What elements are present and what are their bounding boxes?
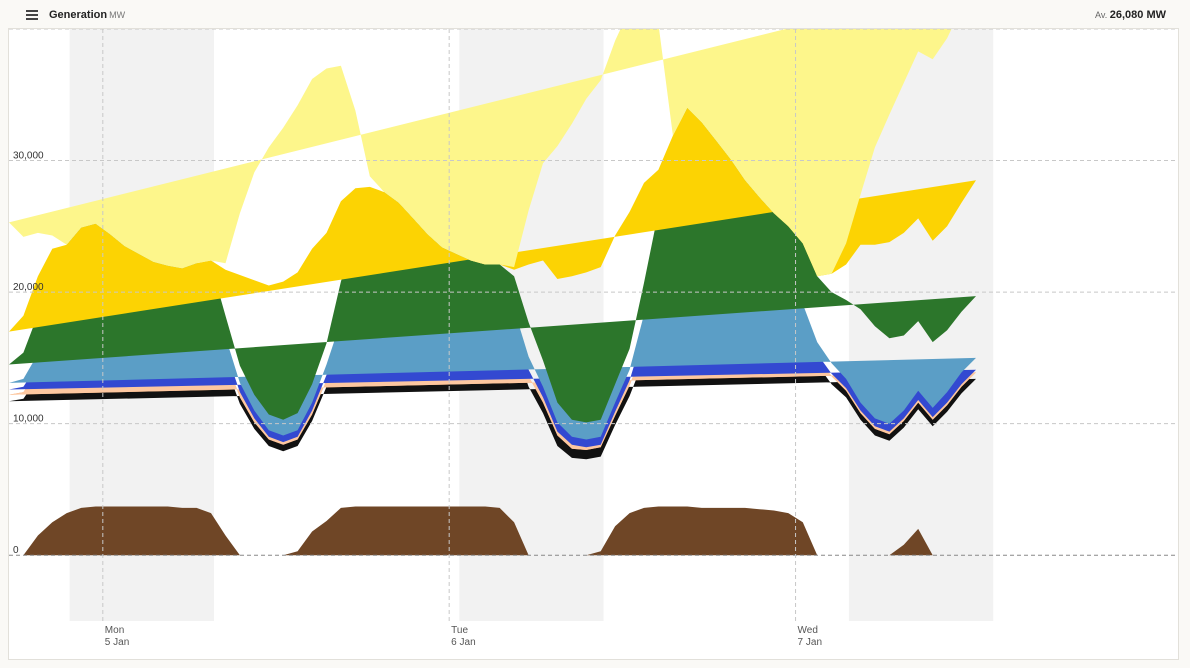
header: Generation MW Av. 26,080 MW (0, 0, 1190, 30)
average-value: 26,080 MW (1109, 9, 1166, 21)
series-area-8 (9, 0, 966, 277)
x-tick-date-0: 5 Jan (105, 637, 129, 648)
menu-icon[interactable] (26, 10, 38, 20)
average-prefix: Av. (1095, 10, 1108, 20)
unit-label: MW (109, 10, 126, 20)
x-tick-day-1: Tue (451, 625, 468, 636)
average-readout: Av. 26,080 MW (1095, 9, 1166, 21)
generation-chart[interactable]: 0 10,000 20,000 30,000 Mon 5 Jan Tue 6 Jan Wed 7… (8, 0, 1179, 660)
y-tick-label-0: 0 (13, 545, 19, 556)
x-tick-day-0: Mon (105, 625, 124, 636)
series-area-0 (9, 506, 1178, 556)
y-tick-label-1: 10,000 (13, 414, 44, 425)
y-tick-label-3: 30,000 (13, 151, 44, 162)
x-tick-day-2: Wed (798, 625, 818, 636)
x-tick-date-2: 7 Jan (798, 637, 822, 648)
chart-title: Generation MW (49, 9, 126, 21)
x-tick-date-1: 6 Jan (451, 637, 475, 648)
y-tick-label-2: 20,000 (13, 282, 44, 293)
